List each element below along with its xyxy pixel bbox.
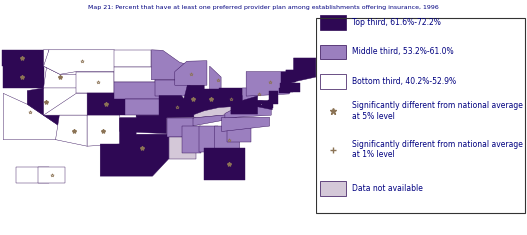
Text: Significantly different from national average
at 5% level: Significantly different from national av… <box>352 102 523 121</box>
Polygon shape <box>87 115 120 146</box>
Polygon shape <box>281 72 291 84</box>
Polygon shape <box>169 137 196 159</box>
Polygon shape <box>151 50 193 80</box>
Polygon shape <box>246 72 289 96</box>
Text: Map 21: Percent that have at least one preferred provider plan among establishme: Map 21: Percent that have at least one p… <box>88 5 439 10</box>
Polygon shape <box>2 50 44 66</box>
Polygon shape <box>154 80 190 96</box>
Polygon shape <box>125 99 165 115</box>
Polygon shape <box>114 82 162 99</box>
Polygon shape <box>214 126 240 151</box>
Polygon shape <box>231 96 258 114</box>
Polygon shape <box>194 106 235 118</box>
Polygon shape <box>159 96 196 118</box>
Polygon shape <box>16 167 49 183</box>
FancyBboxPatch shape <box>320 181 346 196</box>
Polygon shape <box>279 88 290 93</box>
Polygon shape <box>269 91 278 104</box>
Polygon shape <box>289 88 293 92</box>
FancyBboxPatch shape <box>320 74 346 89</box>
Polygon shape <box>100 118 169 176</box>
Polygon shape <box>120 115 167 134</box>
Polygon shape <box>182 85 204 115</box>
Polygon shape <box>280 83 299 92</box>
FancyBboxPatch shape <box>320 15 346 30</box>
Polygon shape <box>44 50 76 88</box>
Polygon shape <box>294 58 316 82</box>
Polygon shape <box>204 89 219 111</box>
Polygon shape <box>3 93 60 140</box>
Polygon shape <box>38 167 65 183</box>
Polygon shape <box>225 100 271 118</box>
Polygon shape <box>227 125 250 142</box>
Text: Bottom third, 40.2%-52.9%: Bottom third, 40.2%-52.9% <box>352 77 456 86</box>
Polygon shape <box>175 61 207 85</box>
Polygon shape <box>210 66 221 90</box>
Text: Top third, 61.6%-72.2%: Top third, 61.6%-72.2% <box>352 18 441 27</box>
Polygon shape <box>27 88 60 126</box>
Polygon shape <box>261 104 262 105</box>
Polygon shape <box>199 126 218 152</box>
Polygon shape <box>219 88 242 108</box>
Text: Data not available: Data not available <box>352 184 423 193</box>
Text: Significantly different from national average
at 1% level: Significantly different from national av… <box>352 140 523 159</box>
FancyBboxPatch shape <box>320 44 346 59</box>
Polygon shape <box>203 148 245 180</box>
Polygon shape <box>44 93 87 115</box>
Text: Middle third, 53.2%-61.0%: Middle third, 53.2%-61.0% <box>352 47 454 56</box>
Polygon shape <box>114 67 155 82</box>
Polygon shape <box>182 126 201 153</box>
Polygon shape <box>222 117 270 132</box>
Polygon shape <box>114 50 151 67</box>
Polygon shape <box>286 70 296 84</box>
Polygon shape <box>44 50 114 74</box>
Polygon shape <box>268 100 273 108</box>
Polygon shape <box>87 93 125 115</box>
Polygon shape <box>189 114 236 127</box>
Polygon shape <box>55 115 87 146</box>
Polygon shape <box>242 88 274 100</box>
Polygon shape <box>3 66 44 88</box>
Polygon shape <box>76 72 114 93</box>
Polygon shape <box>167 118 193 137</box>
Polygon shape <box>248 100 272 110</box>
